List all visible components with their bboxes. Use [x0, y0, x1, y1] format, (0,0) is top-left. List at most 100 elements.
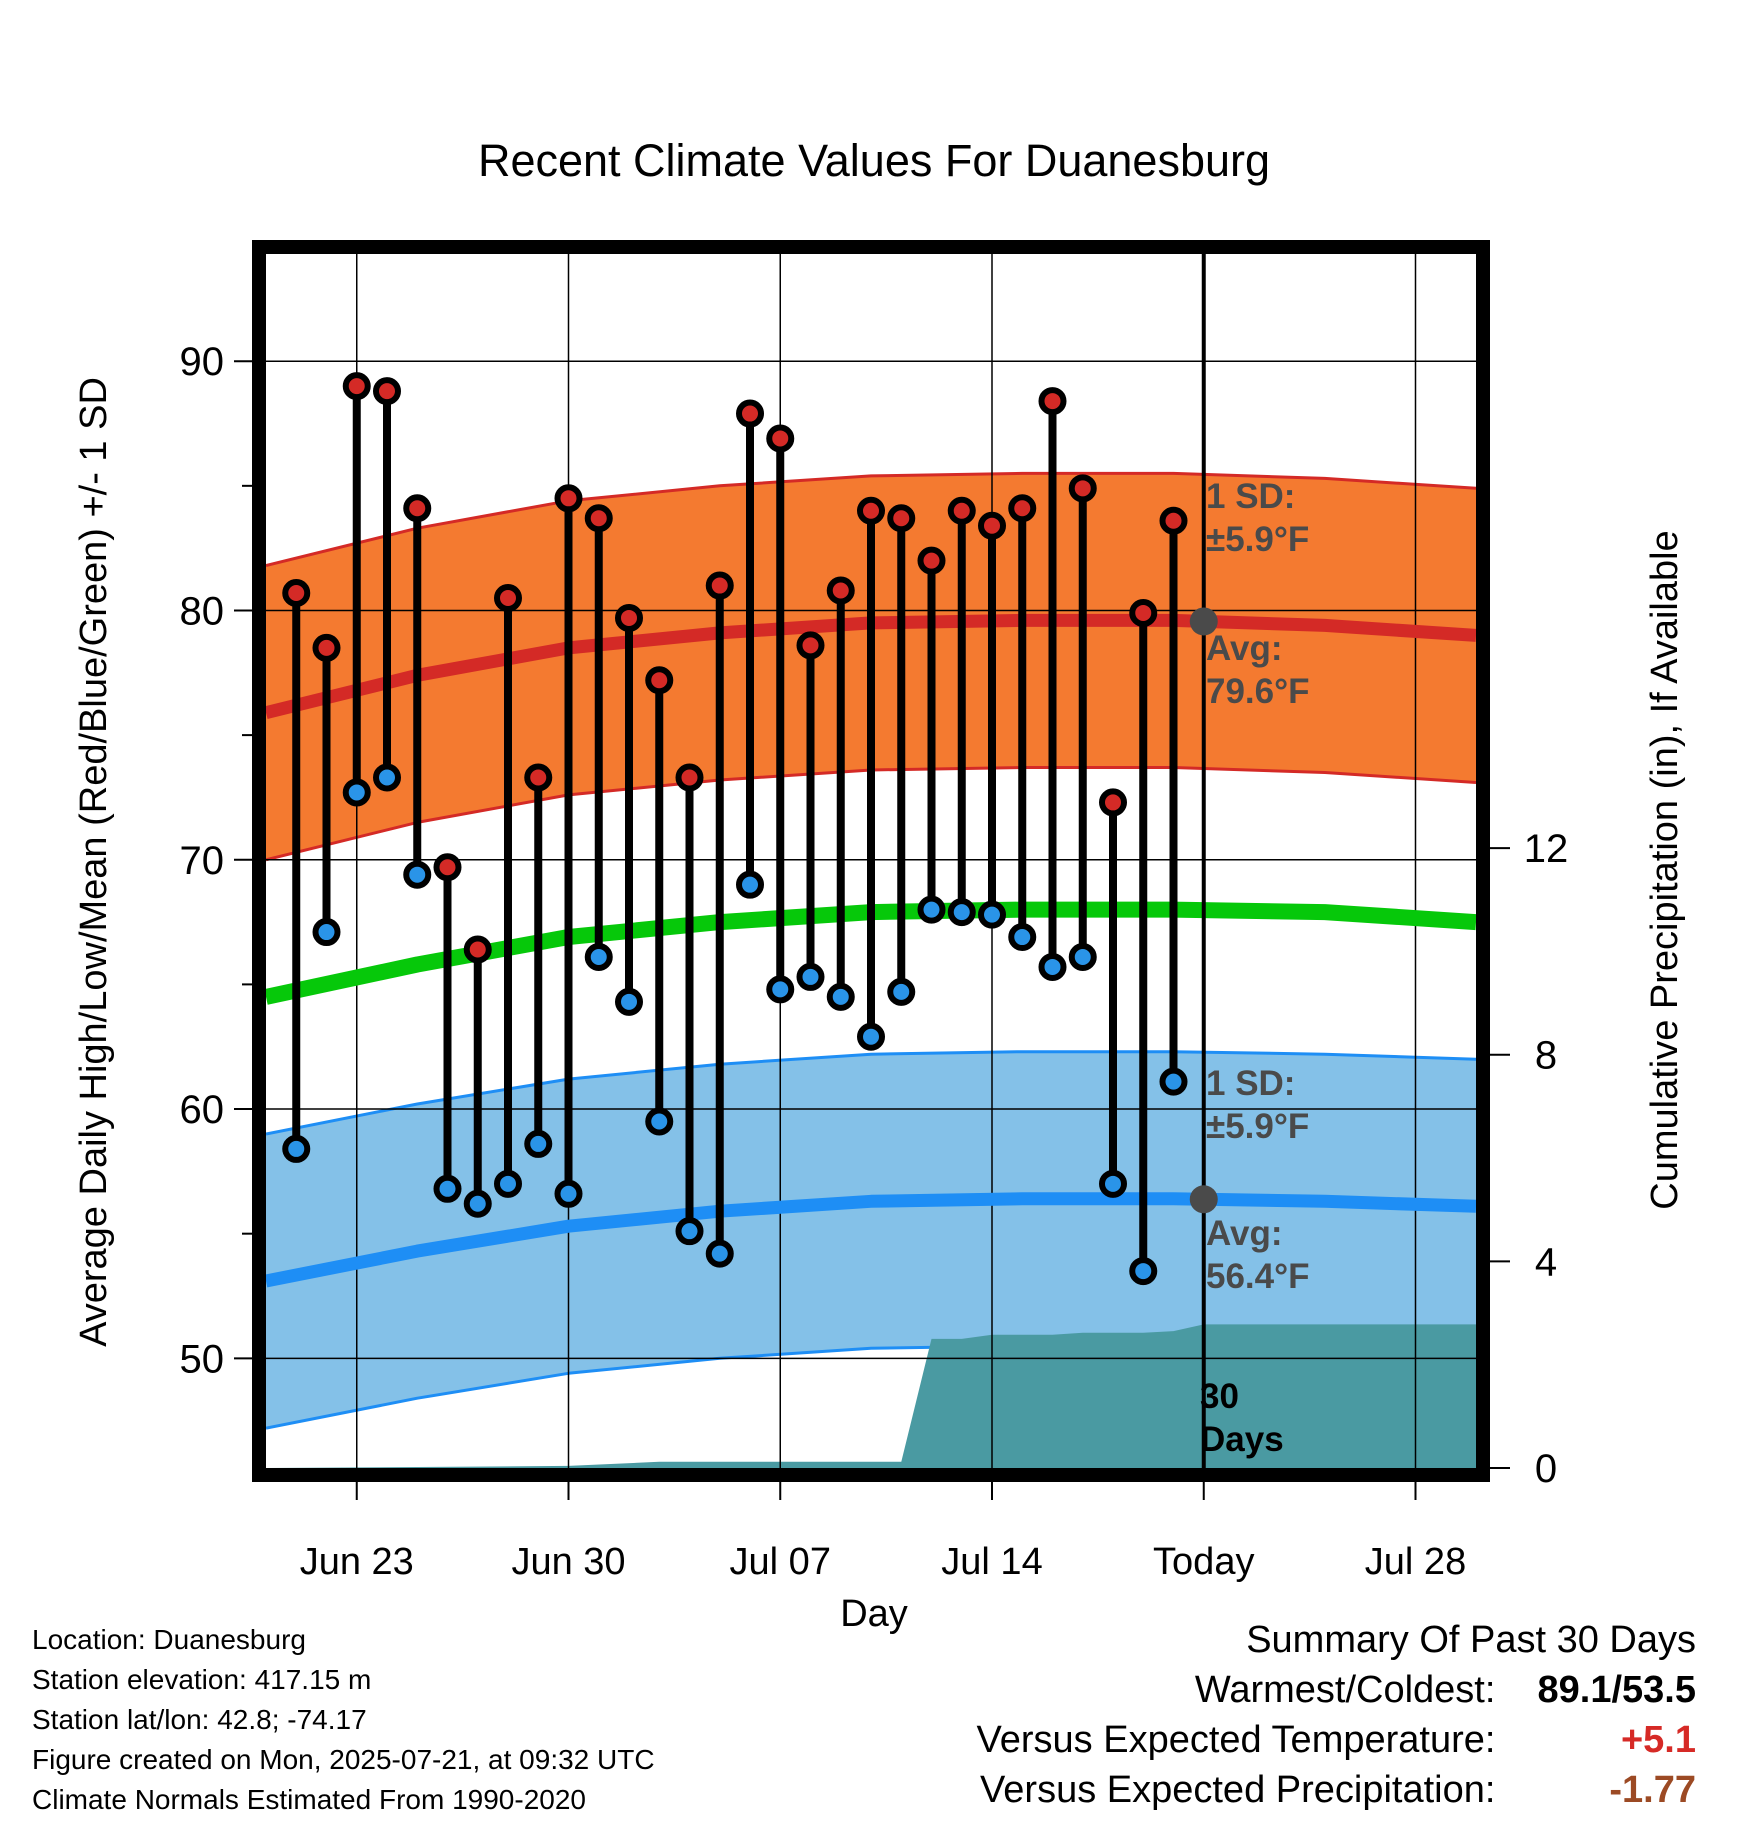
latlon-text: Station lat/lon: 42.8; -74.17 [32, 1704, 367, 1735]
daily-low-point [282, 1134, 311, 1163]
days-word: Days [1200, 1420, 1284, 1459]
daily-high-point [282, 579, 311, 608]
summary-title: Summary Of Past 30 Days [1246, 1619, 1696, 1661]
temp-label: Versus Expected Temperature: [976, 1719, 1496, 1761]
days-count: 30 [1200, 1377, 1239, 1416]
daily-low-point [494, 1169, 522, 1198]
daily-high-point [615, 603, 643, 632]
daily-low-point [1038, 952, 1067, 981]
warmest-label: Warmest/Coldest: [1194, 1669, 1496, 1711]
y-tick-label: 80 [180, 589, 225, 633]
daily-high-point [947, 496, 976, 525]
daily-high-point [373, 377, 401, 406]
high-sd-upper-line [266, 471, 1476, 568]
station-info: Location: Duanesburg Station elevation: … [32, 1620, 655, 1820]
daily-high-point [403, 494, 432, 523]
x-tick-label: Jun 23 [300, 1541, 414, 1583]
daily-low-point [584, 942, 613, 971]
summary-precip-row: Versus Expected Precipitation: -1.77 [977, 1765, 1696, 1815]
daily-high-point [1129, 598, 1158, 627]
daily-low-point [917, 895, 946, 924]
daily-low-point [554, 1179, 583, 1208]
daily-high-point [826, 576, 855, 605]
created-text: Figure created on Mon, 2025-07-21, at 09… [32, 1744, 655, 1775]
x-tick-label: Jul 07 [730, 1541, 831, 1583]
y2-axis-label: Cumulative Precipitation (in), If Availa… [1644, 530, 1686, 1209]
daily-high-point [584, 504, 613, 533]
daily-low-point [947, 898, 976, 927]
daily-high-point [312, 633, 341, 662]
daily-low-point [615, 987, 643, 1016]
high-avg-label: Avg: [1206, 629, 1282, 668]
daily-low-point [978, 900, 1006, 929]
precip-label: Versus Expected Precipitation: [980, 1769, 1496, 1811]
daily-low-point [1159, 1067, 1188, 1096]
x-tick-label: Jun 30 [511, 1541, 625, 1583]
daily-low-point [312, 918, 341, 947]
daily-high-point [494, 584, 522, 613]
location-text: Location: Duanesburg [32, 1624, 306, 1655]
daily-low-point [887, 977, 916, 1006]
daily-high-point [342, 372, 371, 401]
y-axis-right: 0 4 8 12 [1490, 827, 1568, 1491]
daily-high-point [796, 631, 825, 660]
y-tick-label: 60 [180, 1088, 225, 1132]
daily-high-point [1159, 506, 1188, 535]
daily-high-point [705, 571, 734, 600]
summary-temp-row: Versus Expected Temperature: +5.1 [977, 1715, 1696, 1765]
daily-high-point [524, 763, 553, 792]
daily-high-point [887, 504, 916, 533]
low-sd-upper-line [266, 1050, 1476, 1136]
low-avg-label: Avg: [1206, 1214, 1282, 1253]
today-low-avg-point [1189, 1185, 1218, 1214]
daily-high-point [1038, 387, 1067, 416]
y2-tick-label: 4 [1535, 1240, 1557, 1284]
daily-high-point [433, 853, 462, 882]
daily-high-point [917, 546, 946, 575]
daily-high-point [736, 399, 764, 428]
daily-low-point [675, 1217, 704, 1246]
low-sd-label: 1 SD: [1206, 1064, 1295, 1103]
low-avg-value: 56.4°F [1206, 1257, 1310, 1296]
elevation-text: Station elevation: 417.15 m [32, 1664, 372, 1695]
temp-value: +5.1 [1620, 1719, 1696, 1761]
plot-frame [252, 240, 1490, 1482]
high-sd-label: 1 SD: [1206, 477, 1295, 516]
daily-low-point [826, 982, 855, 1011]
daily-high-point [1099, 788, 1127, 817]
daily-low-point [373, 763, 401, 792]
daily-low-point [645, 1107, 674, 1136]
x-tick-label: Today [1153, 1541, 1254, 1583]
daily-low-point [705, 1239, 734, 1268]
daily-low-point [524, 1129, 553, 1158]
y-axis-label: Average Daily High/Low/Mean (Red/Blue/Gr… [73, 377, 115, 1347]
y-tick-label: 70 [180, 839, 225, 883]
daily-high-point [978, 511, 1006, 540]
normals-text: Climate Normals Estimated From 1990-2020 [32, 1784, 586, 1815]
daily-high-point [554, 484, 583, 513]
daily-low-point [1068, 942, 1097, 971]
y2-tick-label: 12 [1524, 827, 1569, 871]
precip-area [266, 1324, 1476, 1468]
daily-high-point [1008, 494, 1037, 523]
high-sd-value: ±5.9°F [1206, 520, 1309, 559]
daily-low-point [736, 870, 764, 899]
today-high-avg-point [1189, 607, 1218, 636]
x-axis: Jun 23 Jun 30 Jul 07 Jul 14 Today Jul 28 [300, 1482, 1466, 1583]
daily-low-point [766, 975, 795, 1004]
daily-low-point [342, 778, 371, 807]
y2-tick-label: 0 [1535, 1447, 1557, 1491]
daily-low-point [433, 1174, 462, 1203]
daily-low-point [1008, 923, 1037, 952]
daily-low-point [463, 1189, 492, 1218]
daily-low-point [403, 860, 432, 889]
daily-low-point [796, 962, 825, 991]
chart-title: Recent Climate Values For Duanesburg [478, 135, 1270, 186]
annotations: 1 SD: ±5.9°F Avg: 79.6°F 1 SD: ±5.9°F Av… [1200, 477, 1310, 1459]
daily-high-point [463, 935, 492, 964]
daily-high-point [857, 496, 885, 525]
daily-low-point [1129, 1257, 1158, 1286]
precip-value: -1.77 [1609, 1769, 1696, 1811]
plot-area [266, 254, 1476, 1468]
